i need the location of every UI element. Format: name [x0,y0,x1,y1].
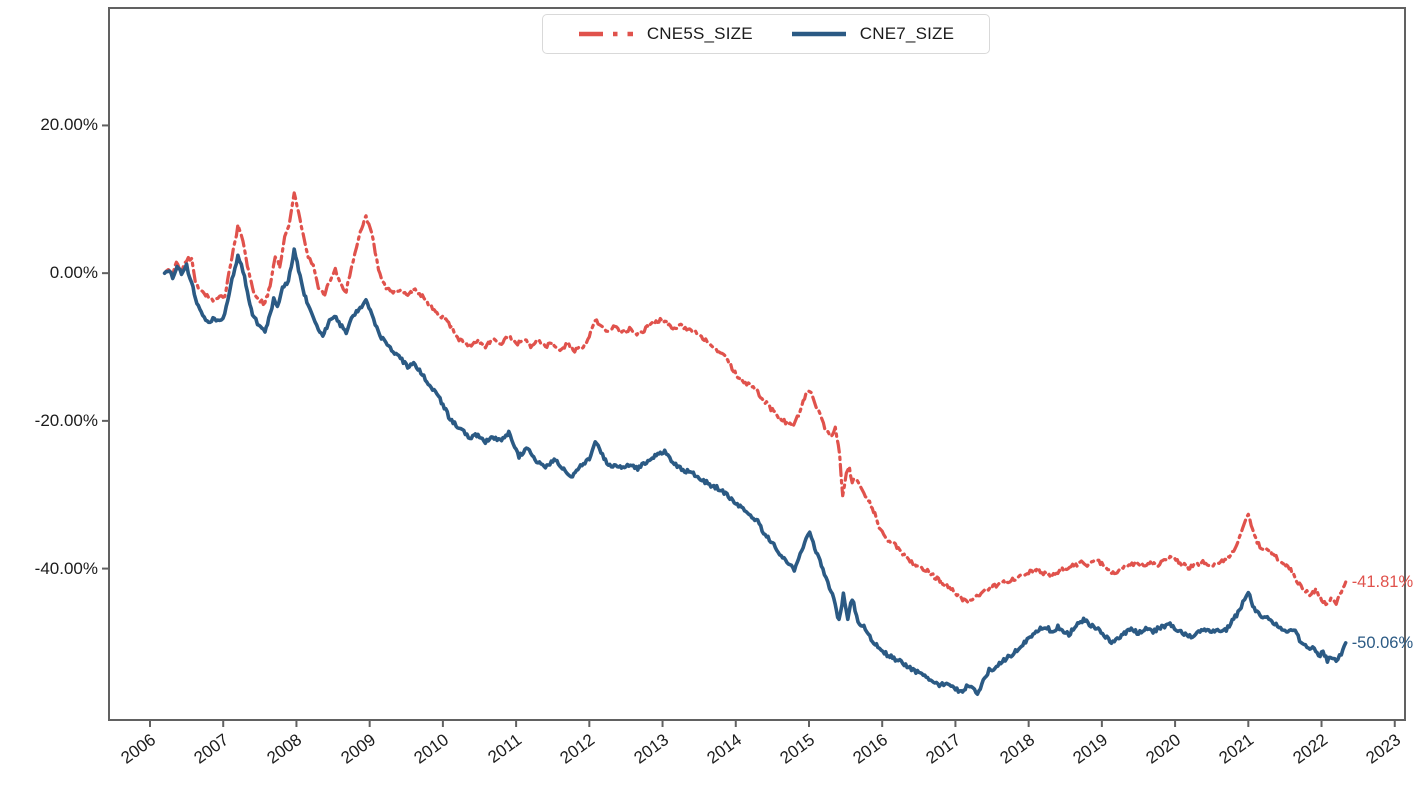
solid-line-swatch-icon [791,31,846,37]
series-line-cne7_size [162,247,1348,696]
end-label-cne7: -50.06% [1351,633,1414,652]
legend-label-cne7: CNE7_SIZE [859,24,955,43]
legend-label-cne5s: CNE5S_SIZE [646,24,753,43]
plot-spines [108,7,1406,721]
y-tick-label--40.00%: -40.00% [34,558,98,578]
y-tick-label-20.00%: 20.00% [40,115,98,135]
legend-entry-cne7: CNE7_SIZE [791,24,954,44]
legend: CNE5S_SIZE CNE7_SIZE [542,14,990,54]
series-line-cne5s_size [163,191,1348,607]
end-label-cne5s: -41.81% [1351,572,1414,591]
legend-entry-cne5s: CNE5S_SIZE [578,24,753,44]
y-tick-label-0.00%: 0.00% [49,263,98,283]
y-tick-label--20.00%: -20.00% [34,410,98,430]
dashdot-line-swatch-icon [578,31,633,37]
